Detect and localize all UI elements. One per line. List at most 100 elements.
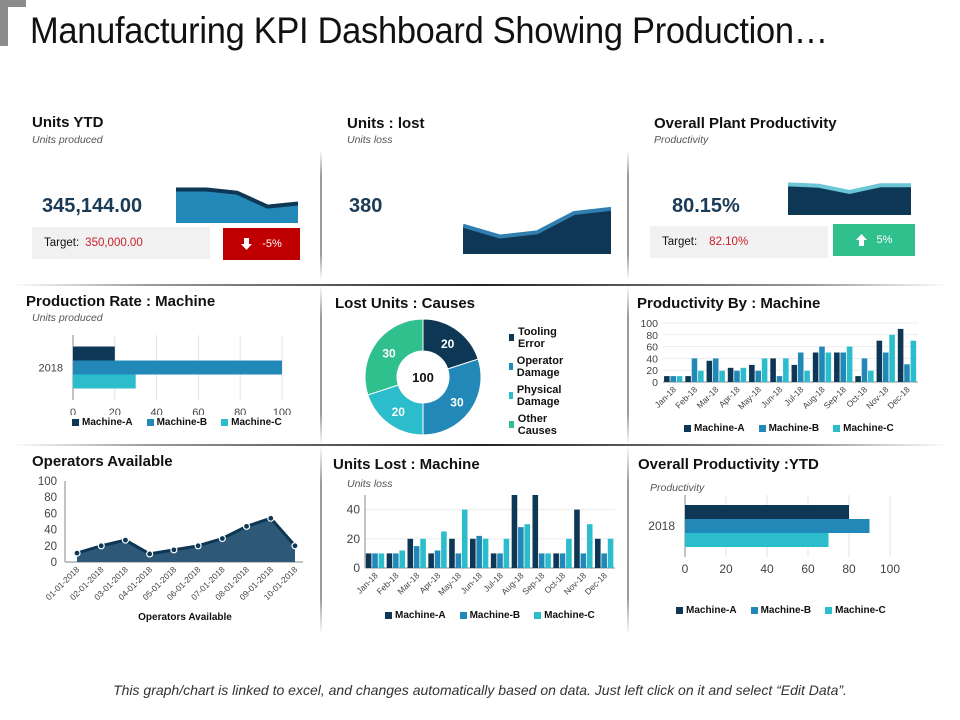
legend-label: Physical Damage: [516, 383, 562, 408]
bar-machine-b: [685, 519, 870, 533]
bar-machine-b: [372, 553, 378, 568]
legend-swatch: [833, 425, 841, 432]
productivity-by-machine-chart[interactable]: 020406080100Jan-18Feb-18Mar-18Apr-18May-…: [630, 315, 920, 420]
bar-machine-b: [73, 360, 282, 375]
x-tick-label: 40: [150, 407, 162, 415]
legend-label: Machine-B: [156, 417, 208, 428]
arrow-up-icon: [855, 234, 867, 246]
bar-machine-a: [407, 538, 414, 568]
bar-machine-a: [685, 505, 849, 519]
sparkline-area: [788, 184, 911, 215]
bar-machine-c: [719, 370, 725, 382]
legend-item: Machine-A: [385, 610, 446, 621]
y-tick-label: 40: [347, 503, 361, 517]
operators-available-chart[interactable]: 02040608010001-01-201802-01-201803-01-20…: [20, 470, 315, 630]
y-tick-label: 20: [44, 541, 57, 553]
bar-machine-c: [399, 550, 406, 568]
legend-swatch: [509, 334, 514, 341]
donut-slice: [364, 318, 424, 396]
bar-machine-b: [819, 346, 825, 382]
y-tick-label: 0: [353, 561, 360, 575]
x-tick-label: Dec-18: [885, 384, 912, 411]
x-tick-label: May-18: [436, 570, 463, 597]
x-tick-label: 60: [801, 562, 815, 576]
chart-title: Units Lost : Machine: [333, 456, 480, 473]
legend-swatch: [221, 419, 229, 426]
x-tick-label: Nov-18: [864, 384, 891, 411]
x-tick-label: Sep-18: [822, 384, 849, 411]
divider: [627, 150, 629, 280]
bar-machine-a: [470, 538, 476, 568]
target-box: Target: 82.10%: [650, 226, 828, 258]
legend-item: Machine-B: [459, 610, 521, 621]
bar-machine-a: [727, 367, 734, 382]
legend-item: Physical Damage: [509, 381, 566, 410]
area-line: [76, 516, 297, 556]
x-tick-label: Jun-18: [459, 570, 485, 596]
chart-legend: Machine-A Machine-B Machine-C: [684, 423, 894, 434]
legend-label: Machine-C: [835, 605, 886, 616]
bar-machine-a: [574, 509, 580, 568]
kpi-title: Units YTD: [32, 114, 104, 131]
bar-machine-b: [455, 553, 462, 568]
bar-machine-b: [670, 376, 677, 382]
bar-machine-c: [586, 524, 593, 568]
legend-swatch: [825, 607, 833, 614]
divider: [320, 285, 322, 445]
legend-label: Other Causes: [517, 412, 557, 437]
production-rate-chart[interactable]: 0 20 40 60 80 100 2018: [20, 325, 310, 415]
title-corner-decoration: [0, 0, 26, 46]
x-tick-label: Feb-18: [375, 570, 401, 596]
x-tick-label: 40: [760, 562, 774, 576]
legend-item: Machine-A: [72, 417, 133, 428]
bar-machine-a: [770, 358, 776, 382]
legend-swatch: [509, 421, 514, 428]
bar-machine-b: [882, 352, 889, 382]
y-category-label: 2018: [39, 363, 63, 375]
bar-machine-b: [840, 352, 847, 382]
units-ytd-sparkline[interactable]: [176, 186, 298, 223]
chart-title: Production Rate : Machine: [26, 293, 216, 310]
chart-legend: Tooling Error Operator Damage Physical Dam…: [509, 323, 566, 439]
units-lost-machine-chart[interactable]: 02040Jan-18Feb-18Mar-18Apr-18May-18Jun-1…: [330, 490, 620, 608]
bar-machine-c: [73, 374, 136, 389]
bar-machine-a: [812, 352, 819, 382]
target-label: Target:: [44, 237, 80, 249]
x-tick-label: Jun-18: [759, 384, 785, 410]
plant-productivity-sparkline[interactable]: [788, 182, 911, 215]
area-fill: [77, 518, 295, 562]
bar-machine-c: [910, 340, 917, 382]
chart-title: Overall Productivity :YTD: [638, 456, 819, 473]
bar-machine-c: [545, 553, 551, 568]
legend-item: Machine-B: [758, 423, 819, 434]
legend-label: Machine-B: [469, 610, 521, 621]
legend-swatch: [758, 425, 766, 432]
page-title: Manufacturing KPI Dashboard Showing Prod…: [30, 10, 828, 51]
lost-units-donut-chart[interactable]: 20 30 20 30 100: [360, 318, 486, 438]
bar-machine-a: [553, 553, 559, 568]
bar-machine-a: [685, 376, 691, 382]
bar-machine-c: [441, 531, 447, 568]
legend-label: Operator Damage: [516, 354, 564, 379]
bar-machine-a: [834, 352, 840, 382]
units-lost-sparkline[interactable]: [463, 205, 611, 254]
x-tick-label: Dec-18: [583, 570, 610, 597]
donut-slice: [422, 358, 482, 436]
bar-machine-b: [712, 358, 719, 382]
kpi-subtitle: Units produced: [32, 134, 103, 146]
chart-legend: Machine-A Machine-B Machine-C: [676, 605, 886, 616]
bar-machine-c: [378, 553, 385, 568]
data-point: [242, 522, 251, 530]
overall-productivity-ytd-chart[interactable]: 0 20 40 60 80 100 2018: [630, 490, 920, 590]
legend-item: Tooling Error: [509, 323, 566, 352]
chart-legend: Machine-A Machine-B Machine-C: [385, 610, 595, 621]
y-tick-label: 0: [652, 377, 658, 389]
x-tick-label: Mar-18: [395, 570, 421, 596]
bar-machine-a: [749, 364, 755, 382]
data-point: [267, 514, 275, 522]
sparkline-area: [463, 208, 611, 254]
kpi-value: 345,144.00: [42, 195, 143, 217]
divider: [320, 445, 322, 635]
chart-title: Productivity By : Machine: [637, 295, 821, 312]
y-tick-label: 20: [646, 365, 658, 377]
